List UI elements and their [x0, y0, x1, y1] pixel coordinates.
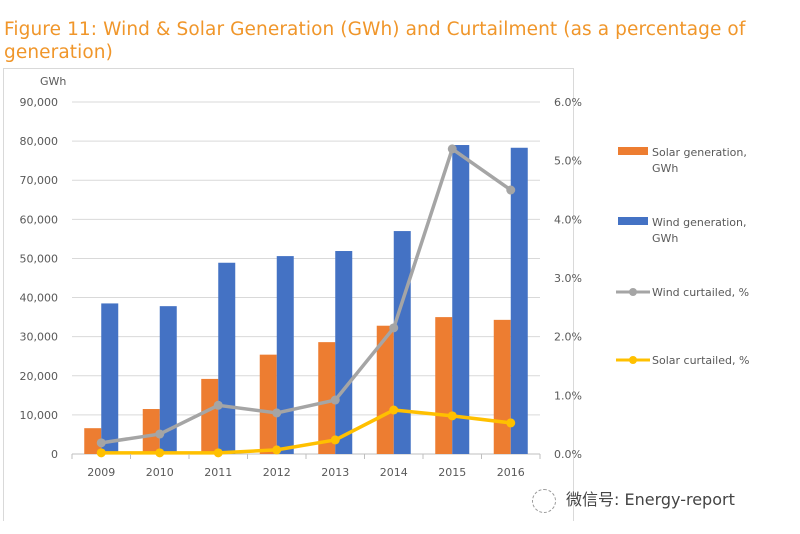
- legend-wind-curtailed-marker: [629, 288, 637, 296]
- wind-generation-bar: [393, 231, 411, 454]
- y-tick-label: 80,000: [20, 135, 59, 148]
- y-tick-label: 90,000: [20, 96, 59, 109]
- solar-generation-bar: [376, 325, 394, 454]
- x-tick-label: 2010: [146, 466, 174, 479]
- x-tick-label: 2012: [263, 466, 291, 479]
- solar-generation-bar: [493, 319, 511, 454]
- y-tick-label: 20,000: [20, 370, 59, 383]
- wind-curtailed-point: [330, 395, 340, 405]
- y2-tick-label: 0.0%: [554, 448, 582, 461]
- y-tick-label: 0: [51, 448, 58, 461]
- wind-generation-bar: [335, 251, 353, 454]
- watermark-text: 微信号: Energy-report: [566, 490, 735, 509]
- y-tick-label: 70,000: [20, 174, 59, 187]
- y-tick-label: 10,000: [20, 409, 59, 422]
- y-tick-label: 60,000: [20, 213, 59, 226]
- x-axis-ticks: 2009 2010 2011 2012 2013 2014 2015 2016: [71, 454, 541, 479]
- wind-curtailed-point: [155, 429, 165, 439]
- legend-label: Wind curtailed, %: [652, 286, 749, 299]
- gridlines: [72, 101, 540, 455]
- solar-generation-bar: [435, 317, 453, 454]
- solar-curtailed-point: [155, 448, 165, 458]
- wind-curtailed-point: [389, 323, 399, 333]
- legend-label: GWh: [652, 162, 678, 175]
- lines: [96, 144, 516, 458]
- x-tick-label: 2009: [87, 466, 115, 479]
- y2-tick-label: 4.0%: [554, 213, 582, 226]
- legend-wind-generation-swatch: [618, 217, 648, 225]
- wind-generation-bar: [452, 145, 470, 454]
- figure-title: Figure 11: Wind & Solar Generation (GWh)…: [4, 18, 794, 64]
- solar-curtailed-point: [389, 405, 399, 415]
- legend-label: GWh: [652, 232, 678, 245]
- legend-label: Wind generation,: [652, 216, 746, 229]
- wechat-icon: [532, 488, 556, 513]
- solar-generation-bar: [84, 428, 102, 454]
- y-tick-label: 40,000: [20, 292, 59, 305]
- wind-generation-bar: [159, 306, 177, 454]
- legend-solar-generation-swatch: [618, 147, 648, 155]
- wind-generation-bar: [218, 262, 236, 454]
- x-tick-label: 2011: [204, 466, 232, 479]
- solar-generation-bar: [142, 409, 160, 454]
- y-tick-label: 50,000: [20, 252, 59, 265]
- y2-tick-label: 6.0%: [554, 96, 582, 109]
- legend-solar-curtailed-marker: [629, 356, 637, 364]
- solar-curtailed-point: [213, 448, 223, 458]
- legend-label: Solar generation,: [652, 146, 747, 159]
- x-tick-label: 2015: [438, 466, 466, 479]
- wind-generation-bar: [101, 303, 119, 454]
- solar-curtailed-point: [272, 445, 282, 455]
- x-tick-label: 2013: [321, 466, 349, 479]
- y-axis-ticks: 0 10,000 20,000 30,000 40,000 50,000 60,000 70,…: [20, 96, 59, 461]
- y2-tick-label: 2.0%: [554, 331, 582, 344]
- chart-frame: [3, 68, 574, 521]
- solar-curtailed-point: [96, 448, 106, 458]
- y-tick-label: 30,000: [20, 331, 59, 344]
- y2-tick-label: 1.0%: [554, 389, 582, 402]
- wind-generation-bar: [510, 147, 528, 454]
- wind-curtailed-point: [96, 438, 106, 448]
- legend-label: Solar curtailed, %: [652, 354, 749, 367]
- wind-curtailed-point: [213, 400, 223, 410]
- solar-curtailed-line: [101, 408, 511, 455]
- solar-generation-bar: [259, 354, 277, 454]
- solar-generation-bar: [318, 342, 336, 454]
- y2-tick-label: 3.0%: [554, 272, 582, 285]
- x-tick-label: 2016: [497, 466, 525, 479]
- y-axis-label: GWh: [40, 75, 66, 88]
- y2-axis-ticks: 0.0% 1.0% 2.0% 3.0% 4.0% 5.0% 6.0%: [554, 96, 582, 461]
- wind-curtailed-point: [506, 185, 516, 195]
- solar-curtailed-point: [506, 418, 516, 428]
- solar-curtailed-point: [447, 411, 457, 421]
- figure-title-line-2: generation): [4, 42, 113, 63]
- wind-curtailed-line: [100, 147, 512, 445]
- wind-curtailed-point: [272, 408, 282, 418]
- legend: Solar generation, GWh Wind generation, GWh W…: [616, 146, 749, 367]
- figure-title-line-1: Figure 11: Wind & Solar Generation (GWh)…: [4, 19, 746, 40]
- wind-curtailed-point: [447, 144, 457, 154]
- x-tick-label: 2014: [380, 466, 408, 479]
- solar-generation-bar: [201, 378, 219, 454]
- y2-tick-label: 5.0%: [554, 155, 582, 168]
- watermark: 微信号: Energy-report: [532, 486, 735, 513]
- wind-generation-bar: [276, 256, 294, 454]
- solar-curtailed-point: [330, 435, 340, 445]
